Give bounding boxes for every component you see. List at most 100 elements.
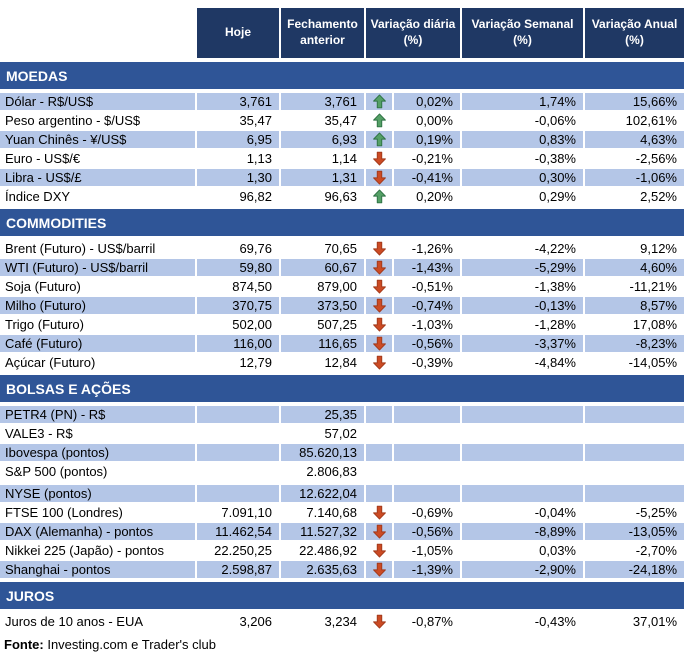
cell-arrow xyxy=(366,523,392,540)
cell-diaria xyxy=(394,463,460,480)
table-row: Euro - US$/€ 1,13 1,14 -0,21% -0,38% -2,56% xyxy=(0,150,684,167)
cell-diaria: 0,02% xyxy=(394,93,460,110)
arrow-down-icon xyxy=(372,543,386,558)
cell-diaria: -1,03% xyxy=(411,317,453,332)
cell-hoje xyxy=(197,485,279,502)
arrow-down-icon xyxy=(372,524,386,539)
cell-fechamento: 3,234 xyxy=(324,614,357,629)
cell-label: Trigo (Futuro) xyxy=(5,317,84,332)
cell-label: Ibovespa (pontos) xyxy=(0,444,195,461)
cell-semanal: 0,03% xyxy=(539,543,576,558)
table-row: Índice DXY 96,82 96,63 0,20% 0,29% 2,52% xyxy=(0,188,684,205)
cell-fechamento: 1,14 xyxy=(331,151,357,166)
cell-label: Soja (Futuro) xyxy=(5,279,81,294)
arrow-down-icon xyxy=(372,241,386,256)
cell-diaria: 0,20% xyxy=(416,189,453,204)
cell-anual xyxy=(585,463,684,480)
cell-fechamento: 22.486,92 xyxy=(299,543,357,558)
cell-diaria: -0,41% xyxy=(394,169,460,186)
cell-label: FTSE 100 (Londres) xyxy=(5,505,123,520)
cell-arrow xyxy=(366,131,392,148)
source-text: Investing.com e Trader's club xyxy=(43,637,217,652)
cell-diaria: -0,56% xyxy=(394,523,460,540)
cell-semanal xyxy=(462,463,583,480)
cell-anual: 17,08% xyxy=(632,317,677,332)
arrow-down-icon xyxy=(372,279,386,294)
arrow-down-icon xyxy=(372,355,386,370)
cell-anual: 8,57% xyxy=(585,297,684,314)
cell-label: Libra - US$/£ xyxy=(0,169,195,186)
table-row: Peso argentino - $/US$ 35,47 35,47 0,00% -0,… xyxy=(0,112,684,129)
table-row: Juros de 10 anos - EUA 3,206 3,234 -0,87% -0… xyxy=(0,613,684,630)
cell-fechamento: 1,31 xyxy=(281,169,364,186)
cell-fechamento: 879,00 xyxy=(317,279,357,294)
cell-anual: 9,12% xyxy=(640,241,677,256)
cell-fechamento: 2.806,83 xyxy=(306,464,357,479)
cell-anual: 4,63% xyxy=(585,131,684,148)
cell-semanal: -1,28% xyxy=(534,317,576,332)
cell-fechamento: 25,35 xyxy=(281,406,364,423)
cell-diaria: -0,74% xyxy=(394,297,460,314)
cell-hoje: 3,761 xyxy=(197,93,279,110)
cell-fechamento: 96,63 xyxy=(324,189,357,204)
cell-arrow xyxy=(366,444,392,461)
cell-semanal: -0,43% xyxy=(534,614,576,629)
cell-label: PETR4 (PN) - R$ xyxy=(0,406,195,423)
cell-semanal: -8,89% xyxy=(462,523,583,540)
header-spacer xyxy=(0,8,195,58)
cell-arrow xyxy=(366,240,392,257)
cell-arrow xyxy=(366,463,392,480)
arrow-down-icon xyxy=(372,260,386,275)
arrow-up-icon xyxy=(372,113,386,128)
cell-label: Euro - US$/€ xyxy=(5,151,81,166)
cell-diaria: -1,26% xyxy=(411,241,453,256)
cell-label: Shanghai - pontos xyxy=(0,561,195,578)
cell-fechamento: 85.620,13 xyxy=(281,444,364,461)
cell-fechamento: 7.140,68 xyxy=(306,505,357,520)
cell-label: Yuan Chinês - ¥/US$ xyxy=(0,131,195,148)
table-row: WTI (Futuro) - US$/barril 59,80 60,67 -1,43… xyxy=(0,259,684,276)
table-row: Ibovespa (pontos) 85.620,13 xyxy=(0,444,684,461)
cell-semanal: -0,38% xyxy=(534,151,576,166)
cell-hoje: 3,206 xyxy=(239,614,272,629)
cell-label: WTI (Futuro) - US$/barril xyxy=(0,259,195,276)
arrow-up-icon xyxy=(372,94,386,109)
cell-arrow xyxy=(366,561,392,578)
cell-fechamento: 11.527,32 xyxy=(281,523,364,540)
cell-arrow xyxy=(366,504,392,521)
column-header-variacao-anual: Variação Anual (%) xyxy=(585,8,684,58)
cell-semanal xyxy=(462,485,583,502)
cell-label: Peso argentino - $/US$ xyxy=(5,113,141,128)
cell-hoje: 502,00 xyxy=(232,317,272,332)
cell-anual: -5,25% xyxy=(635,505,677,520)
cell-arrow xyxy=(366,112,392,129)
cell-semanal xyxy=(462,406,583,423)
cell-label: Café (Futuro) xyxy=(0,335,195,352)
cell-label: Açúcar (Futuro) xyxy=(5,355,96,370)
cell-semanal: -0,06% xyxy=(534,113,576,128)
cell-semanal: -2,90% xyxy=(462,561,583,578)
table-row: VALE3 - R$ 57,02 xyxy=(0,425,684,442)
arrow-down-icon xyxy=(372,317,386,332)
table-row: NYSE (pontos) 12.622,04 xyxy=(0,485,684,502)
cell-anual xyxy=(585,485,684,502)
section-header-0: MOEDAS xyxy=(0,62,684,89)
cell-hoje: 1,30 xyxy=(197,169,279,186)
cell-arrow xyxy=(366,169,392,186)
cell-semanal xyxy=(462,444,583,461)
cell-fechamento: 2.635,63 xyxy=(281,561,364,578)
cell-anual: -14,05% xyxy=(628,355,677,370)
cell-anual xyxy=(585,425,684,442)
cell-diaria: 0,19% xyxy=(394,131,460,148)
cell-diaria: -1,05% xyxy=(411,543,453,558)
table-row: Nikkei 225 (Japão) - pontos 22.250,25 22.4… xyxy=(0,542,684,559)
cell-hoje: 11.462,54 xyxy=(197,523,279,540)
cell-fechamento: 6,93 xyxy=(281,131,364,148)
table-row: FTSE 100 (Londres) 7.091,10 7.140,68 -0,69%… xyxy=(0,504,684,521)
source-label: Fonte: xyxy=(4,637,44,652)
table-row: Brent (Futuro) - US$/barril 69,76 70,65 -1,… xyxy=(0,240,684,257)
cell-hoje: 69,76 xyxy=(239,241,272,256)
cell-arrow xyxy=(366,316,392,333)
cell-diaria xyxy=(394,444,460,461)
arrow-down-icon xyxy=(372,170,386,185)
